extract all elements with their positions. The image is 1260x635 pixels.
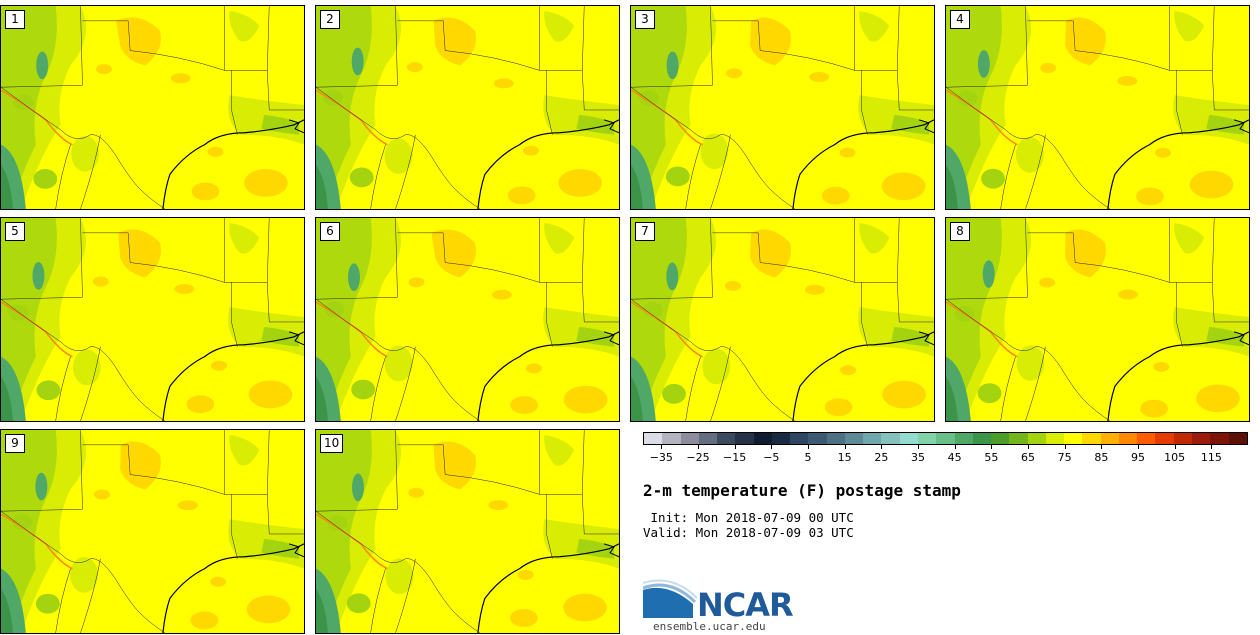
colorbar-segment: [1137, 433, 1156, 444]
colorbar-tick-label: −35: [649, 451, 673, 464]
colorbar-tick: [1174, 445, 1176, 449]
colorbar-tick: [1064, 445, 1066, 449]
colorbar-segment: [936, 433, 955, 444]
colorbar-segment: [644, 433, 663, 444]
member-number-label: 9: [5, 434, 25, 453]
colorbar-tick: [918, 445, 919, 449]
ensemble-member-panel: 4: [945, 5, 1250, 210]
ncar-logo-text: NCAR: [697, 586, 794, 624]
valid-time: Valid: Mon 2018-07-09 03 UTC: [643, 525, 854, 540]
colorbar-tick-label: 25: [874, 451, 889, 464]
colorbar-tick-label: 95: [1131, 451, 1145, 464]
colorbar-segment: [753, 433, 772, 444]
member-number-label: 1: [5, 10, 25, 29]
colorbar-segment: [1173, 433, 1192, 444]
colorbar-segment: [844, 433, 864, 444]
member-number-label: 5: [5, 222, 25, 241]
colorbar-segment: [881, 433, 900, 444]
member-number-label: 7: [635, 222, 655, 241]
colorbar-tick-label: 15: [837, 451, 852, 464]
member-number-label: 4: [950, 10, 970, 29]
colorbar-tick: [1101, 445, 1103, 449]
colorbar-tick: [881, 445, 883, 449]
plot-title: 2-m temperature (F) postage stamp: [643, 481, 961, 500]
colorbar-tick: [991, 445, 993, 449]
colorbar-segment: [954, 433, 973, 444]
colorbar-tick-label: 75: [1057, 451, 1072, 464]
member-number-label: 3: [635, 10, 655, 29]
colorbar-tick: [844, 445, 846, 449]
colorbar-tick-label: 65: [1021, 451, 1035, 464]
colorbar-segment: [735, 433, 754, 444]
member-number-label: 6: [320, 222, 340, 241]
colorbar-segment: [1118, 433, 1138, 444]
colorbar-tick-label: −15: [723, 451, 747, 464]
colorbar-ticks: −35 −25 −15 −5 5 15 25 35 45 55 65 75 85 95 105 115: [643, 445, 1248, 467]
init-time: Init: Mon 2018-07-09 00 UTC: [643, 510, 854, 525]
colorbar-tick: [734, 445, 736, 449]
colorbar-tick: [1138, 445, 1139, 449]
ensemble-member-panel: 7: [630, 217, 935, 422]
colorbar-segment: [1228, 433, 1247, 444]
colorbar-segment: [826, 433, 845, 444]
colorbar-segment: [698, 433, 718, 444]
colorbar-segment: [1155, 433, 1174, 444]
colorbar-segment: [899, 433, 918, 444]
member-number-label: 10: [320, 434, 344, 453]
colorbar-tick-label: 85: [1094, 451, 1109, 464]
colorbar-segment: [771, 433, 791, 444]
colorbar-segment: [1027, 433, 1046, 444]
colorbar-tick: [661, 445, 663, 449]
colorbar-segment: [808, 433, 827, 444]
colorbar-segment: [1045, 433, 1065, 444]
colorbar-segment: [1100, 433, 1119, 444]
colorbar-segment: [790, 433, 809, 444]
ensemble-member-panel: 1: [0, 5, 305, 210]
colorbar-tick-label: −5: [763, 451, 780, 464]
colorbar-tick: [698, 445, 699, 449]
member-number-label: 8: [950, 222, 970, 241]
ensemble-member-panel: 10: [315, 429, 620, 634]
colorbar-tick: [954, 445, 956, 449]
colorbar-segment: [991, 433, 1010, 444]
colorbar-tick: [771, 445, 773, 449]
colorbar-tick: [1028, 445, 1029, 449]
ensemble-member-panel: 5: [0, 217, 305, 422]
colorbar-segment: [662, 433, 681, 444]
ensemble-member-panel: 8: [945, 217, 1250, 422]
colorbar-tick: [808, 445, 809, 449]
colorbar-segment: [1210, 433, 1229, 444]
colorbar-tick-label: 55: [984, 451, 999, 464]
colorbar-tick-label: −25: [686, 451, 710, 464]
colorbar-tick-label: 35: [911, 451, 925, 464]
colorbar-segment: [1064, 433, 1083, 444]
colorbar-segment: [1009, 433, 1028, 444]
colorbar-segment: [680, 433, 699, 444]
colorbar-segment: [1082, 433, 1101, 444]
ensemble-member-panel: 6: [315, 217, 620, 422]
colorbar-tick-label: 5: [804, 451, 812, 464]
ncar-logo-icon: [643, 579, 698, 618]
ensemble-member-panel: 3: [630, 5, 935, 210]
temperature-colorbar: [643, 432, 1248, 445]
colorbar-segment: [717, 433, 736, 444]
colorbar-tick-label: 105: [1164, 451, 1186, 464]
colorbar-tick-label: 115: [1200, 451, 1222, 464]
member-number-label: 2: [320, 10, 340, 29]
colorbar-segment: [1191, 433, 1211, 444]
colorbar-segment: [863, 433, 882, 444]
colorbar-segment: [972, 433, 992, 444]
colorbar-segment: [917, 433, 937, 444]
ensemble-member-panel: 9: [0, 429, 305, 634]
ensemble-member-panel: 2: [315, 5, 620, 210]
site-url[interactable]: ensemble.ucar.edu: [653, 620, 766, 633]
colorbar-tick: [1211, 445, 1213, 449]
colorbar-tick-label: 45: [947, 451, 962, 464]
